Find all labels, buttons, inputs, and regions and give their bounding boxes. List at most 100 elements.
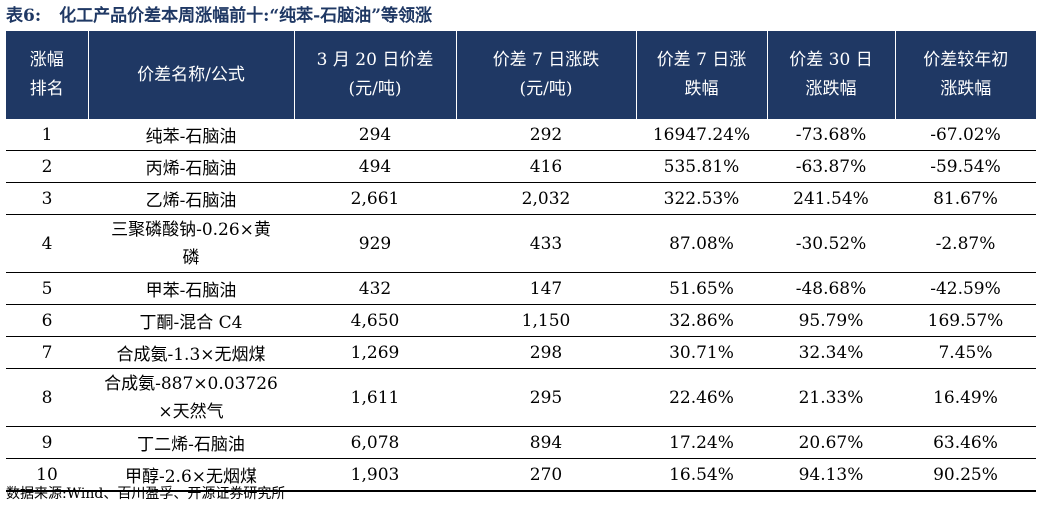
header-pct-ytd-line: 涨跌幅 xyxy=(940,79,992,99)
rank-cell: 10 xyxy=(6,458,88,492)
header-pct-30d-line: 涨跌幅 xyxy=(805,79,857,99)
table-row: 5 甲苯-石脑油 432 147 51.65% -48.68% -42.59% xyxy=(6,272,1036,305)
header-rank-line: 涨幅 xyxy=(29,50,64,70)
pct-7d-cell: 22.46% xyxy=(636,368,767,427)
name-line: 甲醇-2.6×无烟煤 xyxy=(124,467,258,487)
name-line: 合成氨-1.3×无烟煤 xyxy=(116,345,266,365)
name-cell: 甲醇-2.6×无烟煤 xyxy=(88,458,294,492)
rank-cell: 7 xyxy=(6,336,88,369)
header-row: 涨幅 排名 价差名称/公式 3 月 20 日价差 (元/吨) 价差 7 日涨跌 (元/吨) 价… xyxy=(6,31,1036,119)
table-number: 表6: xyxy=(6,6,42,26)
table-row: 7 合成氨-1.3×无烟煤 1,269 298 30.71% 32.34% 7.45% xyxy=(6,336,1036,369)
header-spread-line: 3 月 20 日价差 xyxy=(316,50,434,70)
header-pct-7d: 价差 7 日涨 跌幅 xyxy=(635,31,767,119)
name-cell: 丙烯-石脑油 xyxy=(88,150,294,183)
rank-cell: 3 xyxy=(6,182,88,215)
pct-ytd-cell: 169.57% xyxy=(895,304,1036,337)
table-row: 1 纯苯-石脑油 294 292 16947.24% -73.68% -67.02% xyxy=(6,119,1036,151)
name-line: 丁酮-混合 C4 xyxy=(139,313,243,333)
header-pct-30d: 价差 30 日涨跌幅 xyxy=(766,31,895,119)
pct-7d-cell: 16.54% xyxy=(636,458,767,492)
name-line: 丁二烯-石脑油 xyxy=(137,435,245,455)
name-line: 三聚磷酸钠-0.26×黄 xyxy=(111,219,271,240)
header-spread: 3 月 20 日价差 (元/吨) xyxy=(293,31,456,119)
name-cell: 甲苯-石脑油 xyxy=(88,272,294,305)
name-cell: 合成氨-1.3×无烟煤 xyxy=(88,336,294,369)
header-pct-7d-line: 跌幅 xyxy=(684,79,719,99)
header-change-7d: 价差 7 日涨跌 (元/吨) xyxy=(455,31,636,119)
table-title: 表6: 化工产品价差本周涨幅前十:“纯苯-石脑油”等领涨 xyxy=(6,3,432,29)
spread-cell: 6,078 xyxy=(294,426,456,459)
pct-ytd-cell: 63.46% xyxy=(895,426,1036,459)
table-row: 4 三聚磷酸钠-0.26×黄磷 929 433 87.08% -30.52% -2.87% xyxy=(6,214,1036,273)
pct-ytd-cell: -59.54% xyxy=(895,150,1036,183)
pct-ytd-cell: -42.59% xyxy=(895,272,1036,305)
pct-30d-cell: 21.33% xyxy=(767,368,895,427)
header-change-7d-line: (元/吨) xyxy=(519,79,573,99)
pct-7d-cell: 535.81% xyxy=(636,150,767,183)
header-pct-ytd: 价差较年初 涨跌幅 xyxy=(894,31,1036,119)
pct-30d-cell: 94.13% xyxy=(767,458,895,492)
name-line: 纯苯-石脑油 xyxy=(145,127,237,147)
pct-7d-cell: 32.86% xyxy=(636,304,767,337)
name-cell: 乙烯-石脑油 xyxy=(88,182,294,215)
change-7d-cell: 298 xyxy=(456,336,636,369)
spread-cell: 432 xyxy=(294,272,456,305)
change-7d-cell: 416 xyxy=(456,150,636,183)
name-cell: 丁二烯-石脑油 xyxy=(88,426,294,459)
pct-30d-cell: -73.68% xyxy=(767,119,895,151)
pct-7d-cell: 87.08% xyxy=(636,214,767,273)
name-line: 丙烯-石脑油 xyxy=(145,159,237,179)
pct-ytd-cell: 81.67% xyxy=(895,182,1036,215)
spread-cell: 1,903 xyxy=(294,458,456,492)
data-source-note: 数据来源:Wind、百川盈孚、开源证券研究所 xyxy=(6,486,286,502)
name-line: ×天然气 xyxy=(158,401,224,422)
table-row: 8 合成氨-887×0.03726 ×天然气 1,611 295 22.46% 21.33%… xyxy=(6,368,1036,427)
name-line: 甲苯-石脑油 xyxy=(145,281,237,301)
rank-cell: 4 xyxy=(6,214,88,273)
rank-cell: 2 xyxy=(6,150,88,183)
change-7d-cell: 433 xyxy=(456,214,636,273)
header-name-formula: 价差名称/公式 xyxy=(87,31,294,119)
table-row: 10 甲醇-2.6×无烟煤 1,903 270 16.54% 94.13% 90.25% xyxy=(6,458,1036,492)
change-7d-cell: 1,150 xyxy=(456,304,636,337)
table-row: 6 丁酮-混合 C4 4,650 1,150 32.86% 95.79% 169.57% xyxy=(6,304,1036,337)
table-row: 3 乙烯-石脑油 2,661 2,032 322.53% 241.54% 81.67% xyxy=(6,182,1036,215)
header-rank: 涨幅 排名 xyxy=(6,31,88,119)
header-pct-ytd-line: 价差较年初 xyxy=(923,50,1009,70)
pct-ytd-cell: 90.25% xyxy=(895,458,1036,492)
table-body: 1 纯苯-石脑油 294 292 16947.24% -73.68% -67.02% 2 丙烯-… xyxy=(6,119,1036,492)
spread-cell: 929 xyxy=(294,214,456,273)
table-row: 9 丁二烯-石脑油 6,078 894 17.24% 20.67% 63.46% xyxy=(6,426,1036,459)
change-7d-cell: 270 xyxy=(456,458,636,492)
spread-cell: 2,661 xyxy=(294,182,456,215)
pct-7d-cell: 17.24% xyxy=(636,426,767,459)
pct-7d-cell: 30.71% xyxy=(636,336,767,369)
change-7d-cell: 295 xyxy=(456,368,636,427)
pct-7d-cell: 322.53% xyxy=(636,182,767,215)
name-line: 乙烯-石脑油 xyxy=(145,191,237,211)
change-7d-cell: 147 xyxy=(456,272,636,305)
pct-30d-cell: 95.79% xyxy=(767,304,895,337)
name-cell: 纯苯-石脑油 xyxy=(88,119,294,151)
rank-cell: 1 xyxy=(6,119,88,151)
spread-cell: 294 xyxy=(294,119,456,151)
header-name-formula-line: 价差名称/公式 xyxy=(137,64,245,85)
name-cell: 丁酮-混合 C4 xyxy=(88,304,294,337)
table-title-text: 化工产品价差本周涨幅前十:“纯苯-石脑油”等领涨 xyxy=(59,6,432,26)
spread-cell: 1,611 xyxy=(294,368,456,427)
change-7d-cell: 894 xyxy=(456,426,636,459)
header-spread-line: (元/吨) xyxy=(348,79,402,99)
name-cell: 三聚磷酸钠-0.26×黄磷 xyxy=(88,214,294,273)
pct-7d-cell: 51.65% xyxy=(636,272,767,305)
pct-30d-cell: -48.68% xyxy=(767,272,895,305)
name-line: 磷 xyxy=(182,247,200,268)
spread-ranking-table: 涨幅 排名 价差名称/公式 3 月 20 日价差 (元/吨) 价差 7 日涨跌 (元/吨) 价… xyxy=(6,31,1036,492)
table-row: 2 丙烯-石脑油 494 416 535.81% -63.87% -59.54% xyxy=(6,150,1036,183)
pct-30d-cell: 241.54% xyxy=(767,182,895,215)
name-cell: 合成氨-887×0.03726 ×天然气 xyxy=(88,368,294,427)
header-change-7d-line: 价差 7 日涨跌 xyxy=(492,50,600,70)
change-7d-cell: 2,032 xyxy=(456,182,636,215)
header-rank-line: 排名 xyxy=(29,79,64,99)
spread-cell: 1,269 xyxy=(294,336,456,369)
